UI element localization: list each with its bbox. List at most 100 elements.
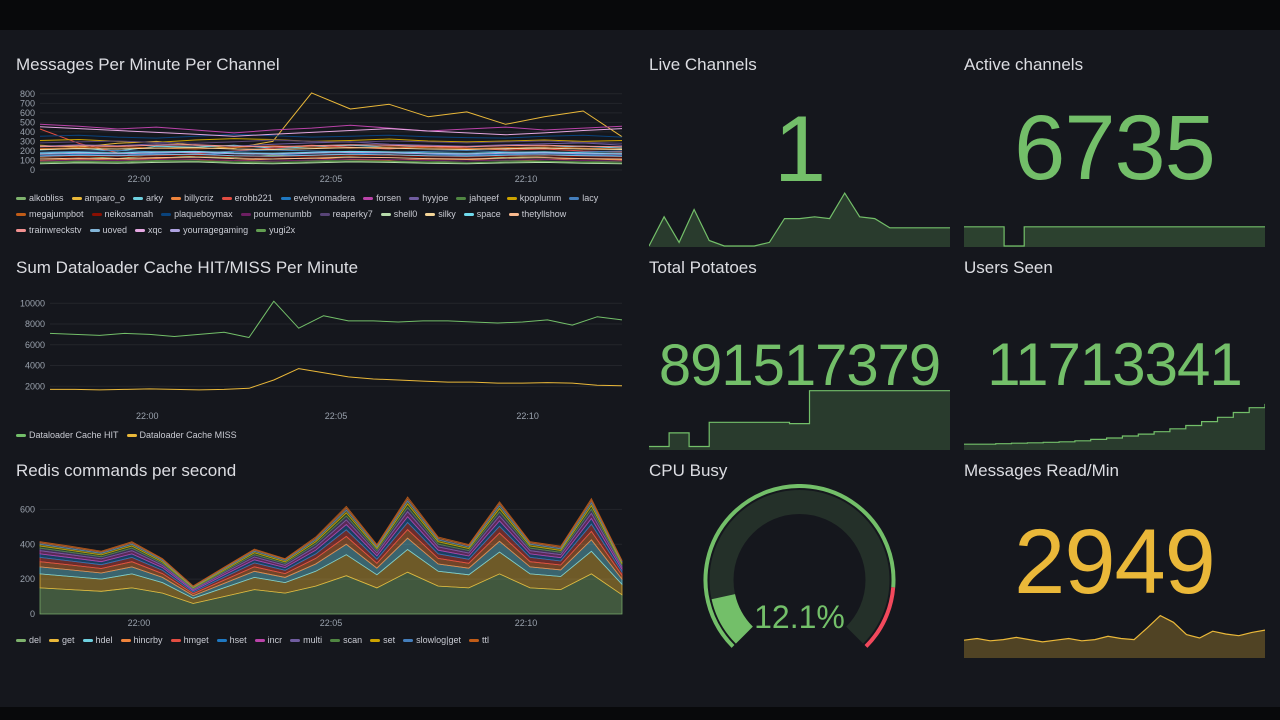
legend-item[interactable]: silky bbox=[425, 208, 456, 221]
series-color-swatch bbox=[508, 213, 519, 216]
series-color-swatch bbox=[254, 639, 265, 642]
legend-label: erobb221 bbox=[234, 193, 273, 203]
legend-item[interactable]: pourmenumbb bbox=[240, 208, 312, 221]
legend-item[interactable]: get bbox=[49, 634, 75, 647]
series-color-swatch bbox=[469, 639, 480, 642]
legend-label: alkobliss bbox=[29, 193, 64, 203]
messages-legend: alkobliss amparo_o arky billycriz erobb221 ev… bbox=[16, 192, 628, 244]
legend-item[interactable]: multi bbox=[290, 634, 322, 647]
panel-title[interactable]: Redis commands per second bbox=[16, 461, 237, 480]
legend-item[interactable]: jahqeef bbox=[456, 192, 499, 205]
legend-item[interactable]: forsen bbox=[363, 192, 401, 205]
legend-label: megajumpbot bbox=[29, 209, 84, 219]
panel-title[interactable]: Live Channels bbox=[649, 55, 757, 74]
legend-item[interactable]: ttl bbox=[469, 634, 489, 647]
series-color-swatch bbox=[363, 197, 374, 200]
legend-label: thetyllshow bbox=[521, 209, 567, 219]
panel-title[interactable]: CPU Busy bbox=[649, 461, 728, 480]
panel-title[interactable]: Active channels bbox=[964, 55, 1084, 74]
panel-title[interactable]: Total Potatoes bbox=[649, 258, 757, 277]
legend-label: evelynomadera bbox=[293, 193, 356, 203]
legend-label: uoved bbox=[102, 225, 128, 235]
legend-item[interactable]: uoved bbox=[89, 224, 128, 237]
legend-item[interactable]: hdel bbox=[82, 634, 113, 647]
legend-item[interactable]: hmget bbox=[170, 634, 209, 647]
panel-title[interactable]: Messages Per Minute Per Channel bbox=[16, 55, 280, 74]
panel-live-channels: Live Channels 1 bbox=[649, 54, 950, 247]
legend-label: hyyjoe bbox=[422, 193, 449, 203]
legend-item[interactable]: set bbox=[370, 634, 395, 647]
series-color-swatch bbox=[91, 213, 102, 216]
active-channels-sparkline bbox=[964, 221, 1265, 247]
legend-item[interactable]: arky bbox=[133, 192, 163, 205]
legend-item[interactable]: neikosamah bbox=[91, 208, 153, 221]
legend-item[interactable]: hset bbox=[216, 634, 247, 647]
series-color-swatch bbox=[16, 197, 26, 200]
legend-item[interactable]: billycriz bbox=[171, 192, 214, 205]
dataloader-time-series-chart[interactable]: 2000 4000 6000 8000 10000 22:00 22:05 22:10 bbox=[16, 289, 628, 423]
legend-item[interactable]: alkobliss bbox=[16, 192, 64, 205]
legend-label: hset bbox=[229, 635, 247, 645]
legend-item[interactable]: yugi2x bbox=[256, 224, 295, 237]
legend-label: yourragegaming bbox=[183, 225, 249, 235]
legend-item[interactable]: xqc bbox=[135, 224, 162, 237]
legend-item[interactable]: slowlog|get bbox=[403, 634, 461, 647]
svg-text:10000: 10000 bbox=[20, 298, 45, 308]
legend-label: xqc bbox=[148, 225, 163, 235]
svg-text:700: 700 bbox=[20, 98, 35, 108]
legend-item[interactable]: reaperky7 bbox=[319, 208, 373, 221]
legend-item[interactable]: thetyllshow bbox=[508, 208, 567, 221]
svg-text:0: 0 bbox=[30, 609, 35, 619]
legend-item[interactable]: amparo_o bbox=[71, 192, 126, 205]
users-seen-value: 11713341 bbox=[987, 331, 1243, 398]
legend-item[interactable]: plaqueboymax bbox=[161, 208, 233, 221]
legend-item[interactable]: Dataloader Cache MISS bbox=[126, 429, 237, 442]
legend-label: incr bbox=[267, 635, 283, 645]
series-color-swatch bbox=[240, 213, 251, 216]
bottom-bar bbox=[0, 707, 1280, 720]
legend-item[interactable]: trainwreckstv bbox=[16, 224, 82, 237]
svg-text:400: 400 bbox=[20, 539, 35, 549]
legend-label: silky bbox=[438, 209, 456, 219]
legend-item[interactable]: shell0 bbox=[380, 208, 417, 221]
legend-item[interactable]: scan bbox=[330, 634, 362, 647]
legend-item[interactable]: erobb221 bbox=[221, 192, 273, 205]
legend-item[interactable]: space bbox=[463, 208, 501, 221]
legend-item[interactable]: yourragegaming bbox=[170, 224, 248, 237]
svg-text:800: 800 bbox=[20, 89, 35, 99]
series-color-swatch bbox=[569, 197, 580, 200]
legend-label: forsen bbox=[376, 193, 402, 203]
legend-item[interactable]: lacy bbox=[569, 192, 598, 205]
panel-title[interactable]: Messages Read/Min bbox=[964, 461, 1119, 480]
legend-label: scan bbox=[343, 635, 363, 645]
svg-text:22:10: 22:10 bbox=[515, 174, 538, 184]
legend-item[interactable]: incr bbox=[254, 634, 283, 647]
legend-item[interactable]: kpoplumm bbox=[506, 192, 561, 205]
legend-item[interactable]: del bbox=[16, 634, 41, 647]
panel-title[interactable]: Users Seen bbox=[964, 258, 1053, 277]
series-color-swatch bbox=[16, 213, 26, 216]
svg-text:500: 500 bbox=[20, 117, 35, 127]
series-color-swatch bbox=[170, 229, 181, 232]
legend-item[interactable]: Dataloader Cache HIT bbox=[16, 429, 119, 442]
panel-cpu-busy: CPU Busy 12.1% bbox=[649, 460, 950, 660]
live-channels-value: 1 bbox=[773, 96, 826, 201]
users-seen-sparkline bbox=[964, 400, 1265, 450]
legend-item[interactable]: hincrby bbox=[120, 634, 163, 647]
legend-label: amparo_o bbox=[84, 193, 126, 203]
legend-label: lacy bbox=[582, 193, 599, 203]
legend-item[interactable]: evelynomadera bbox=[280, 192, 356, 205]
series-color-swatch bbox=[16, 434, 26, 437]
total-potatoes-value: 891517379 bbox=[658, 333, 941, 398]
redis-stacked-area-chart[interactable]: 0 200 400 600 22:00 22:05 22:10 bbox=[16, 486, 628, 630]
series-color-swatch bbox=[16, 229, 26, 232]
legend-item[interactable]: hyyjoe bbox=[409, 192, 448, 205]
messages-time-series-chart[interactable]: 0 100 200 300 400 500 600 700 800 22:00 22:05 22:10 bbox=[16, 84, 628, 186]
series-color-swatch bbox=[126, 434, 137, 437]
panel-title[interactable]: Sum Dataloader Cache HIT/MISS Per Minute bbox=[16, 258, 359, 277]
total-potatoes-sparkline bbox=[649, 386, 950, 450]
legend-item[interactable]: megajumpbot bbox=[16, 208, 84, 221]
series-color-swatch bbox=[171, 197, 182, 200]
legend-label: Dataloader Cache MISS bbox=[139, 430, 237, 440]
series-color-swatch bbox=[49, 639, 60, 642]
